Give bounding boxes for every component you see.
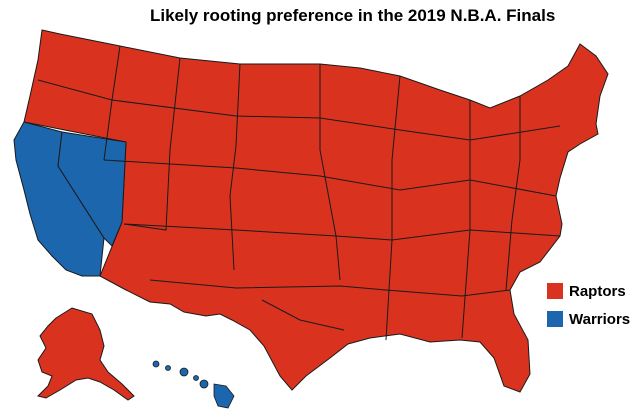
warriors-swatch: [547, 311, 563, 327]
legend-label-raptors: Raptors: [569, 282, 626, 300]
hawaii-warriors: [152, 360, 235, 409]
alaska-raptors: [37, 307, 135, 401]
map-title: Likely rooting preference in the 2019 N.…: [150, 6, 556, 25]
state-borders: [37, 45, 561, 341]
contiguous-us-raptors: [23, 29, 609, 393]
legend-label-warriors: Warriors: [569, 310, 631, 328]
legend-item-raptors: Raptors: [547, 280, 630, 302]
raptors-swatch: [547, 283, 563, 299]
legend-item-warriors: Warriors: [547, 308, 630, 330]
legend: Raptors Warriors: [547, 280, 630, 336]
